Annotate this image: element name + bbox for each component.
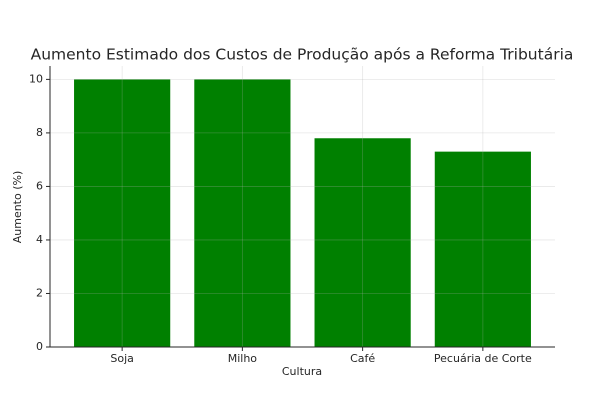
bar	[194, 79, 291, 347]
x-tick-label: Milho	[228, 352, 258, 365]
bar	[74, 79, 171, 347]
x-tick-label: Café	[350, 352, 375, 365]
y-axis-label: Aumento (%)	[11, 171, 24, 244]
y-tick-label: 0	[36, 340, 43, 353]
y-tick-label: 2	[36, 286, 43, 299]
chart-title: Aumento Estimado dos Custos de Produção …	[31, 46, 574, 64]
x-tick-label: Soja	[110, 352, 134, 365]
x-tick-label: Pecuária de Corte	[434, 352, 532, 365]
bar	[314, 138, 411, 347]
y-tick-label: 6	[36, 179, 43, 192]
y-tick-label: 8	[36, 126, 43, 139]
y-tick-label: 4	[36, 233, 43, 246]
x-axis-label: Cultura	[282, 365, 322, 378]
y-tick-label: 10	[29, 72, 43, 85]
bar	[434, 151, 531, 347]
